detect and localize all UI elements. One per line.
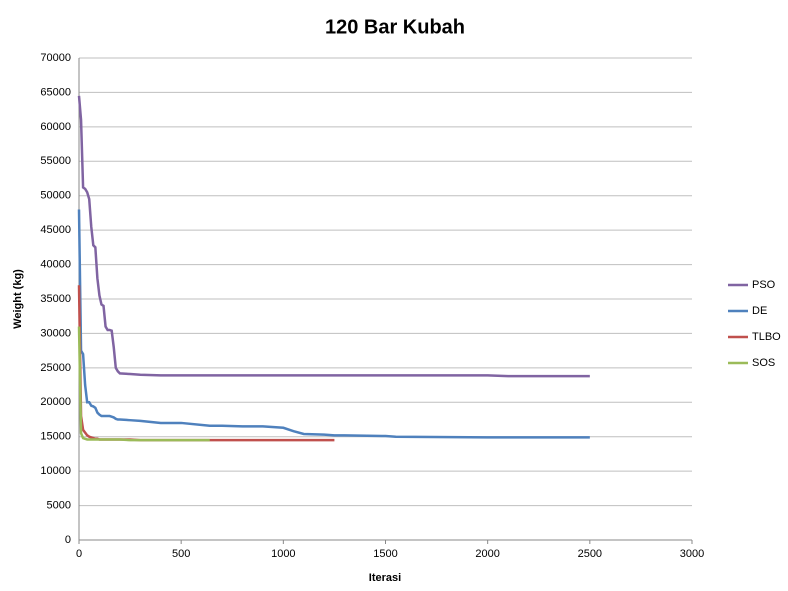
series-line xyxy=(77,95,590,378)
series-line xyxy=(77,285,335,442)
y-axis-title: Weight (kg) xyxy=(12,269,24,329)
y-tick-label: 35000 xyxy=(40,293,71,305)
series-line xyxy=(77,209,590,439)
chart-title: 120 Bar Kubah xyxy=(325,16,465,38)
y-tick-label: 60000 xyxy=(40,121,71,133)
y-tick-label: 50000 xyxy=(40,190,71,202)
series-line xyxy=(77,326,210,442)
x-tick-label: 1000 xyxy=(271,548,295,560)
x-tick-label: 500 xyxy=(172,548,190,560)
x-tick-label: 1500 xyxy=(373,548,397,560)
x-tick-label: 2500 xyxy=(578,548,602,560)
x-tick-label: 2000 xyxy=(475,548,499,560)
y-tick-label: 15000 xyxy=(40,431,71,443)
legend-label: DE xyxy=(752,305,767,317)
y-tick-label: 25000 xyxy=(40,362,71,374)
legend-label: TLBO xyxy=(752,331,781,343)
y-tick-label: 20000 xyxy=(40,396,71,408)
y-tick-label: 65000 xyxy=(40,86,71,98)
y-tick-label: 70000 xyxy=(40,52,71,64)
y-tick-label: 55000 xyxy=(40,155,71,167)
x-tick-label: 3000 xyxy=(680,548,704,560)
y-tick-label: 45000 xyxy=(40,224,71,236)
x-tick-label: 0 xyxy=(76,548,82,560)
y-tick-label: 5000 xyxy=(47,499,71,511)
legend-label: PSO xyxy=(752,279,776,291)
legend-label: SOS xyxy=(752,357,775,369)
y-tick-label: 0 xyxy=(65,534,71,546)
y-tick-label: 10000 xyxy=(40,465,71,477)
y-tick-label: 40000 xyxy=(40,258,71,270)
y-tick-label: 30000 xyxy=(40,327,71,339)
x-axis-title: Iterasi xyxy=(369,572,401,584)
